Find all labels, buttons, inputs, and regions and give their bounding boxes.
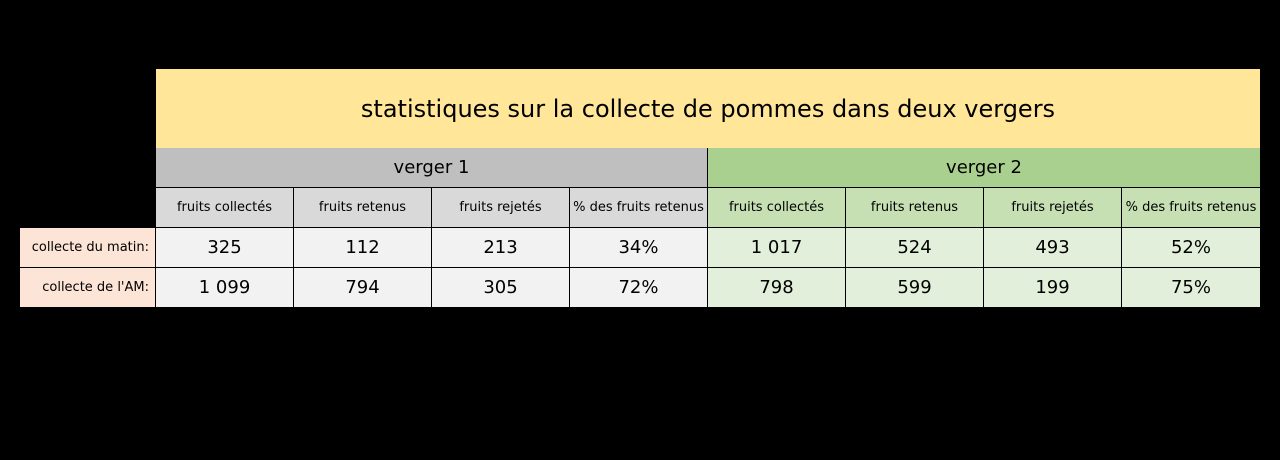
table-cell: 112 xyxy=(294,228,432,268)
table-cell: 1 017 xyxy=(708,228,846,268)
table-cell: 599 xyxy=(846,268,984,308)
column-header-fruits-rejetes-v1: fruits rejetés xyxy=(432,188,570,228)
apple-harvest-table: statistiques sur la collecte de pommes d… xyxy=(20,69,1260,308)
table-cell: 34% xyxy=(570,228,708,268)
table-cell: 794 xyxy=(294,268,432,308)
table-cell: 72% xyxy=(570,268,708,308)
table-title: statistiques sur la collecte de pommes d… xyxy=(156,69,1260,148)
table-cell: 305 xyxy=(432,268,570,308)
table-cell: 1 099 xyxy=(156,268,294,308)
table-cell: 52% xyxy=(1122,228,1260,268)
table-cell: 325 xyxy=(156,228,294,268)
table-cell: 199 xyxy=(984,268,1122,308)
group-header-verger-1: verger 1 xyxy=(156,148,708,188)
column-header-pct-retenus-v1: % des fruits retenus xyxy=(570,188,708,228)
column-header-pct-retenus-v2: % des fruits retenus xyxy=(1122,188,1260,228)
table-cell: 798 xyxy=(708,268,846,308)
table-cell: 493 xyxy=(984,228,1122,268)
column-header-fruits-collectes-v2: fruits collectés xyxy=(708,188,846,228)
column-header-fruits-retenus-v1: fruits retenus xyxy=(294,188,432,228)
row-label-am: collecte de l'AM: xyxy=(20,268,156,308)
table-cell: 75% xyxy=(1122,268,1260,308)
column-header-fruits-rejetes-v2: fruits rejetés xyxy=(984,188,1122,228)
table-cell: 524 xyxy=(846,228,984,268)
column-header-fruits-retenus-v2: fruits retenus xyxy=(846,188,984,228)
table-cell: 213 xyxy=(432,228,570,268)
column-header-fruits-collectes-v1: fruits collectés xyxy=(156,188,294,228)
group-header-verger-2: verger 2 xyxy=(708,148,1260,188)
row-label-matin: collecte du matin: xyxy=(20,228,156,268)
